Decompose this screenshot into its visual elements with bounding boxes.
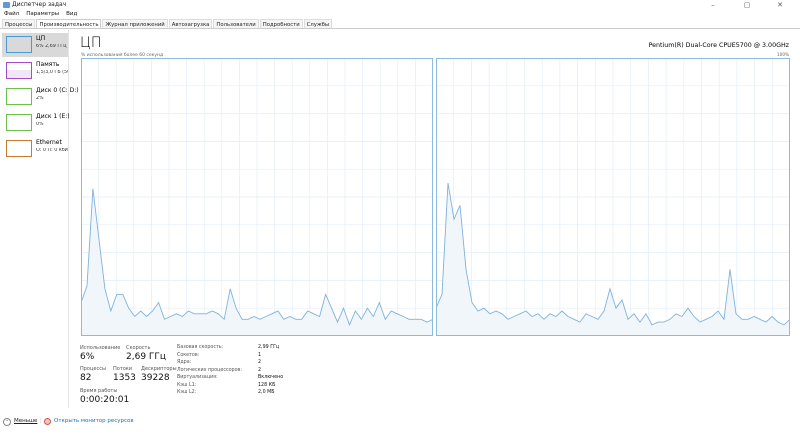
speed-label: Скорость: [126, 345, 151, 351]
spec-value: 2: [258, 360, 262, 365]
tab-bar: Процессы Производительность Журнал прило…: [0, 19, 800, 29]
resource-sidebar: ЦП 6% 2,69 ГГц Память 1,5/3,0 ГБ (50%) Дис…: [0, 30, 79, 408]
chevron-up-icon[interactable]: ^: [3, 418, 11, 426]
item-name: ЦП: [36, 35, 46, 42]
processes-label: Процессы: [80, 366, 106, 372]
item-value: 2%: [36, 96, 44, 101]
spec-label: Ядра:: [177, 360, 192, 365]
speed-value: 2,69 ГГц: [126, 352, 167, 362]
graph-border: [81, 58, 433, 336]
handles-label: Дескрипторы: [141, 366, 177, 372]
spec-label: Логических процессоров:: [177, 367, 242, 373]
tab-details[interactable]: Подробности: [259, 19, 303, 28]
sidebar-item-disk1[interactable]: Диск 1 (E:) 0%: [2, 111, 70, 135]
cpu-name: Pentium(R) Dual-Core CPUE5700 @ 3.00GHz: [648, 42, 789, 49]
tab-services[interactable]: Службы: [303, 19, 333, 28]
graph-border: [436, 58, 790, 336]
cpu-thumbnail: [6, 36, 32, 53]
page-title: ЦП: [80, 35, 102, 51]
item-name: Ethernet: [36, 139, 62, 146]
fewer-details-button[interactable]: Меньше: [14, 418, 38, 424]
item-name: Память: [36, 61, 60, 68]
menu-view[interactable]: Вид: [66, 11, 78, 17]
sidebar-item-ethernet[interactable]: Ethernet О: 0 П: 0 кбит/с: [2, 137, 68, 161]
maximize-button[interactable]: ▢: [743, 1, 751, 9]
item-value: О: 0 П: 0 кбит/с: [36, 148, 68, 153]
menu-file[interactable]: Файл: [4, 11, 20, 17]
tab-app-history[interactable]: Журнал приложений: [102, 19, 168, 28]
menu-bar: Файл Параметры Вид: [0, 11, 80, 19]
spec-value: 2,0 МБ: [258, 390, 275, 395]
memory-thumbnail: [6, 62, 32, 79]
processes-value: 82: [80, 373, 92, 383]
minimize-button[interactable]: –: [711, 1, 715, 9]
disk1-thumbnail: [6, 114, 32, 131]
usage-area: [436, 183, 790, 336]
usage-area: [81, 188, 433, 336]
task-manager-icon: [3, 2, 10, 8]
item-value: 6% 2,69 ГГц: [36, 44, 67, 49]
sidebar-item-disk0[interactable]: Диск 0 (C: D:) 2%: [2, 85, 79, 109]
sidebar-item-cpu[interactable]: ЦП 6% 2,69 ГГц: [2, 33, 68, 57]
uptime-value: 0:00:20:01: [80, 395, 130, 405]
usage-label: Использование: [80, 345, 121, 351]
title-bar: Диспетчер задач – ▢ ✕: [0, 0, 800, 10]
spec-label: Виртуализация:: [177, 375, 218, 380]
item-value: 0%: [36, 122, 44, 127]
spec-label: Кэш L2:: [177, 390, 197, 395]
close-button[interactable]: ✕: [777, 1, 783, 9]
resource-monitor-icon: [44, 418, 51, 425]
uptime-label: Время работы: [80, 388, 118, 394]
footer: ^ Меньше | Открыть монитор ресурсов: [0, 418, 300, 428]
spec-value: 128 КБ: [258, 382, 276, 388]
threads-value: 1353: [113, 373, 136, 383]
usage-value: 6%: [80, 352, 95, 362]
spec-value: 2: [258, 367, 262, 373]
divider: |: [40, 418, 42, 424]
ethernet-thumbnail: [6, 140, 32, 157]
threads-label: Потоки: [113, 366, 133, 372]
usage-line: [436, 183, 790, 326]
spec-label: Базовая скорость:: [177, 345, 224, 350]
handles-value: 39228: [141, 373, 170, 383]
tab-processes[interactable]: Процессы: [2, 19, 36, 28]
core-0-graph: [81, 58, 433, 336]
open-resource-monitor-link[interactable]: Открыть монитор ресурсов: [54, 418, 134, 424]
sidebar-item-memory[interactable]: Память 1,5/3,0 ГБ (50%): [2, 59, 68, 83]
max-label: 100%: [777, 52, 789, 57]
item-name: Диск 0 (C: D:): [36, 87, 79, 94]
core-1-graph: [436, 58, 790, 336]
graph-label: % использования более 60 секунд: [81, 53, 164, 58]
spec-value: 2,99 ГГц: [258, 345, 280, 350]
item-name: Диск 1 (E:): [36, 113, 70, 120]
spec-label: Сокетов:: [177, 352, 200, 358]
spec-value: 1: [258, 352, 262, 358]
spec-value: Включено: [258, 375, 284, 380]
menu-options[interactable]: Параметры: [26, 11, 60, 17]
tab-startup[interactable]: Автозагрузка: [168, 19, 213, 28]
item-value: 1,5/3,0 ГБ (50%): [36, 70, 68, 75]
tab-performance[interactable]: Производительность: [36, 19, 102, 28]
window-title: Диспетчер задач: [12, 1, 67, 8]
tab-users[interactable]: Пользователи: [213, 19, 259, 28]
usage-line: [81, 188, 433, 327]
spec-label: Кэш L1:: [177, 382, 197, 388]
disk0-thumbnail: [6, 88, 32, 105]
